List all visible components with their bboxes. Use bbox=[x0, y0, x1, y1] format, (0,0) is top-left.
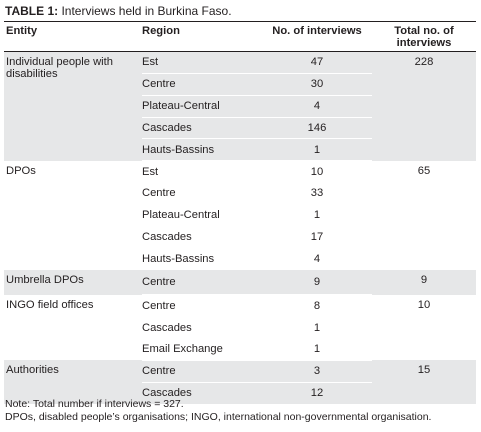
region-cell: Centre bbox=[142, 73, 262, 96]
region-cell: Cascades bbox=[142, 226, 262, 249]
count-cell: 146 bbox=[262, 117, 372, 140]
region-cell: Est bbox=[142, 51, 262, 74]
total-cell: 9 bbox=[372, 269, 476, 295]
table-row: Cascades 1 bbox=[4, 316, 476, 339]
count-cell: 30 bbox=[262, 73, 372, 96]
table-header-row: Entity Region No. of interviews Total no… bbox=[4, 21, 476, 52]
table-note-abbreviations: DPOs, disabled people’s organisations; I… bbox=[5, 411, 432, 423]
header-entity: Entity bbox=[4, 21, 142, 52]
total-cell: 65 bbox=[417, 164, 431, 177]
table-row: Umbrella DPOs Centre 9 9 bbox=[4, 269, 476, 296]
total-cell: 15 bbox=[372, 360, 476, 404]
count-cell: 1 bbox=[262, 338, 372, 361]
interviews-table: Entity Region No. of interviews Total no… bbox=[4, 21, 476, 405]
header-count: No. of interviews bbox=[262, 21, 372, 52]
table-row: Cascades 17 bbox=[4, 226, 476, 249]
entity-cell: Authorities bbox=[4, 360, 142, 404]
table-note-total: Note: Total number if interviews = 327. bbox=[5, 398, 184, 410]
count-cell: 3 bbox=[262, 360, 372, 383]
region-cell: Cascades bbox=[142, 316, 262, 339]
table-body: Individual people with disabilities Est 47… bbox=[4, 51, 476, 405]
count-cell: 47 bbox=[262, 51, 372, 74]
count-cell: 17 bbox=[262, 226, 372, 249]
region-cell: Centre bbox=[142, 182, 262, 205]
total-cell: 228 bbox=[372, 51, 476, 161]
table-row: INGO field offices Centre 8 10 bbox=[4, 294, 476, 318]
region-cell: Cascades bbox=[142, 382, 262, 405]
table-row: Authorities Centre 3 15 bbox=[4, 360, 476, 404]
count-cell: 8 bbox=[262, 294, 372, 318]
region-cell: Est bbox=[142, 160, 262, 184]
table-notes: Note: Total number if interviews = 327. … bbox=[5, 398, 431, 424]
table-row: Hauts-Bassins 4 bbox=[4, 248, 476, 271]
count-cell: 33 bbox=[262, 182, 372, 205]
table-row: Individual people with disabilities Est 47… bbox=[4, 51, 476, 161]
region-cell: Cascades bbox=[142, 117, 262, 140]
region-cell: Hauts-Bassins bbox=[142, 138, 262, 162]
entity-cell: INGO field offices bbox=[6, 298, 94, 311]
table-row: Centre 33 bbox=[4, 182, 476, 205]
table-caption-label: TABLE 1: bbox=[5, 4, 59, 18]
total-cell: 10 bbox=[417, 298, 431, 311]
region-cell: Centre bbox=[142, 360, 262, 383]
table-row: Plateau-Central 1 bbox=[4, 204, 476, 227]
region-cell: Email Exchange bbox=[142, 338, 262, 361]
table-row: DPOs Est 10 65 bbox=[4, 160, 476, 184]
count-cell: 4 bbox=[262, 248, 372, 271]
table-row: Hauts-Bassins 1 bbox=[4, 138, 476, 162]
table-row: Email Exchange 1 bbox=[4, 338, 476, 361]
count-cell: 9 bbox=[262, 269, 372, 296]
entity-cell: DPOs bbox=[6, 164, 36, 177]
table-caption: TABLE 1: Interviews held in Burkina Faso… bbox=[5, 4, 232, 18]
table-row: Plateau-Central 4 bbox=[4, 95, 476, 118]
count-cell: 12 bbox=[262, 382, 372, 405]
region-cell: Hauts-Bassins bbox=[142, 248, 262, 271]
region-cell: Plateau-Central bbox=[142, 95, 262, 118]
header-region: Region bbox=[142, 21, 262, 52]
count-cell: 1 bbox=[262, 316, 372, 339]
region-cell: Centre bbox=[142, 294, 262, 318]
table-row: Cascades 146 bbox=[4, 117, 476, 140]
count-cell: 4 bbox=[262, 95, 372, 118]
table-row: Centre 30 bbox=[4, 73, 476, 96]
entity-cell: Individual people with disabilities bbox=[4, 51, 142, 161]
count-cell: 1 bbox=[262, 138, 372, 162]
count-cell: 1 bbox=[262, 204, 372, 227]
count-cell: 10 bbox=[262, 160, 372, 184]
table-caption-text: Interviews held in Burkina Faso. bbox=[58, 4, 232, 18]
region-cell: Centre bbox=[142, 269, 262, 296]
header-total: Total no. of interviews bbox=[372, 21, 476, 52]
region-cell: Plateau-Central bbox=[142, 204, 262, 227]
entity-cell: Umbrella DPOs bbox=[4, 269, 142, 295]
table-row: Cascades 12 bbox=[4, 382, 476, 405]
